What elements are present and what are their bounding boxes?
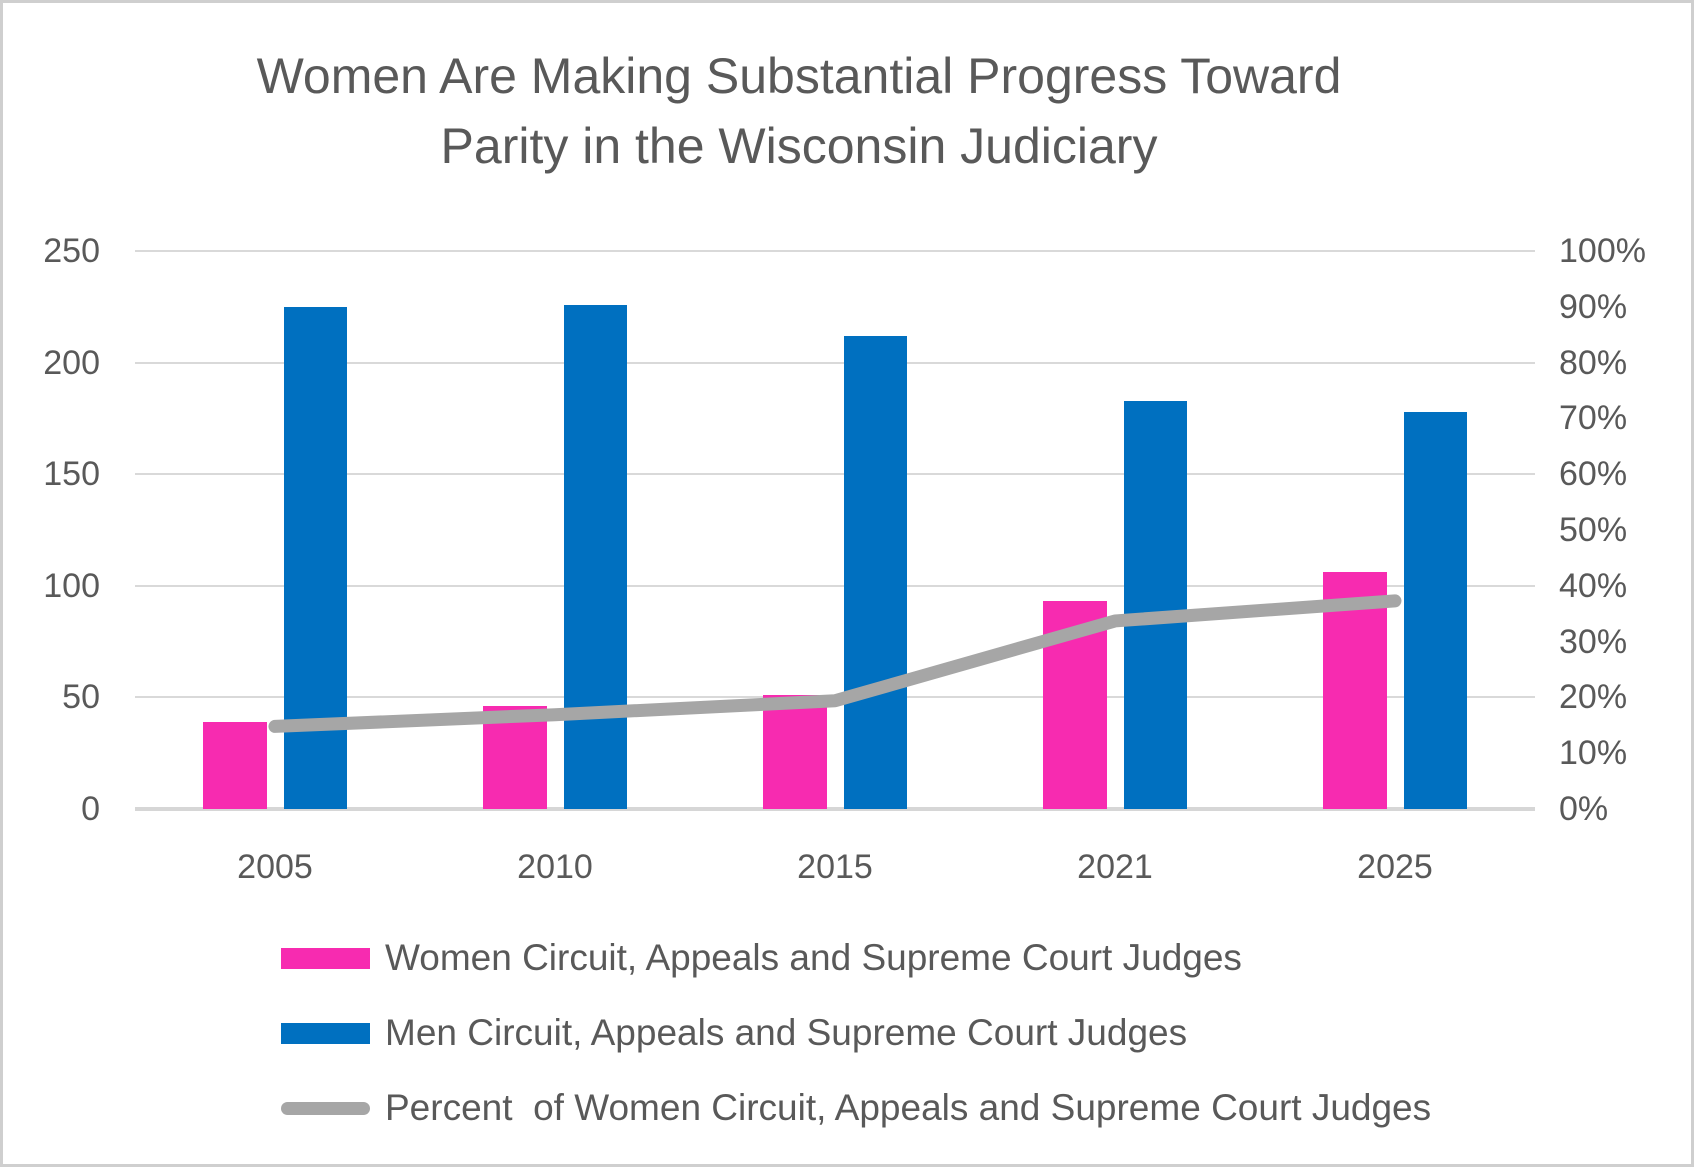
y-axis-label-0: 0	[81, 790, 100, 828]
gridline-0	[135, 807, 1535, 811]
y-axis-label-200: 200	[43, 343, 100, 382]
bar-women-2005	[203, 721, 267, 809]
y-axis-label-150: 150	[43, 455, 100, 494]
bar-men-2021	[1124, 400, 1187, 809]
percent-line-swatch	[281, 1101, 370, 1115]
legend-item-percent: Percent of Women Circuit, Appeals and Su…	[281, 1083, 1431, 1133]
x-axis-label-2021: 2021	[1077, 848, 1153, 886]
percent-line	[268, 594, 1402, 733]
chart-title-line-2: Parity in the Wisconsin Judiciary	[440, 118, 1158, 174]
chart-title: Women Are Making Substantial Progress To…	[3, 41, 1595, 181]
pct-axis-label-70: 70%	[1559, 399, 1628, 438]
pct-axis-label-80: 80%	[1559, 343, 1628, 382]
legend-label-women: Women Circuit, Appeals and Supreme Court…	[385, 937, 1242, 978]
x-axis-label-2025: 2025	[1357, 848, 1433, 886]
legend-label-men: Men Circuit, Appeals and Supreme Court J…	[385, 1012, 1188, 1053]
legend-item-men: Men Circuit, Appeals and Supreme Court J…	[281, 1008, 1187, 1058]
y-axis-label-100: 100	[43, 566, 100, 605]
chart-title-line-1: Women Are Making Substantial Progress To…	[256, 48, 1342, 104]
gridline-250	[135, 250, 1535, 252]
x-axis-label-2005: 2005	[237, 848, 313, 886]
pct-axis-label-30: 30%	[1559, 622, 1628, 661]
pct-axis-label-60: 60%	[1559, 455, 1628, 494]
pct-axis-label-100: 100%	[1559, 232, 1646, 270]
x-axis-label-2010: 2010	[517, 848, 593, 886]
pct-axis-label-90: 90%	[1559, 287, 1628, 326]
legend-item-women: Women Circuit, Appeals and Supreme Court…	[281, 933, 1242, 983]
y-axis-label-50: 50	[62, 678, 100, 717]
bar-men-2015	[844, 335, 907, 809]
men-bar-swatch	[281, 1022, 370, 1044]
legend-label-percent: Percent of Women Circuit, Appeals and Su…	[385, 1087, 1432, 1128]
bar-women-2015	[763, 695, 827, 809]
bar-men-2010	[564, 304, 627, 809]
percent-line-chart	[268, 594, 1402, 733]
bar-women-2025	[1323, 572, 1387, 809]
pct-axis-label-40: 40%	[1559, 566, 1628, 605]
pct-axis-label-0: 0%	[1559, 790, 1609, 828]
pct-axis-label-50: 50%	[1559, 511, 1628, 549]
bar-men-2025	[1404, 411, 1467, 809]
x-axis-label-2015: 2015	[797, 848, 873, 886]
gridline-200	[135, 361, 1535, 364]
pct-axis-label-10: 10%	[1559, 734, 1628, 773]
pct-axis-label-20: 20%	[1559, 678, 1628, 717]
gridline-150	[135, 473, 1535, 476]
gridline-100	[135, 584, 1535, 587]
y-axis-label-250: 250	[43, 232, 100, 270]
women-bar-swatch	[281, 947, 370, 969]
